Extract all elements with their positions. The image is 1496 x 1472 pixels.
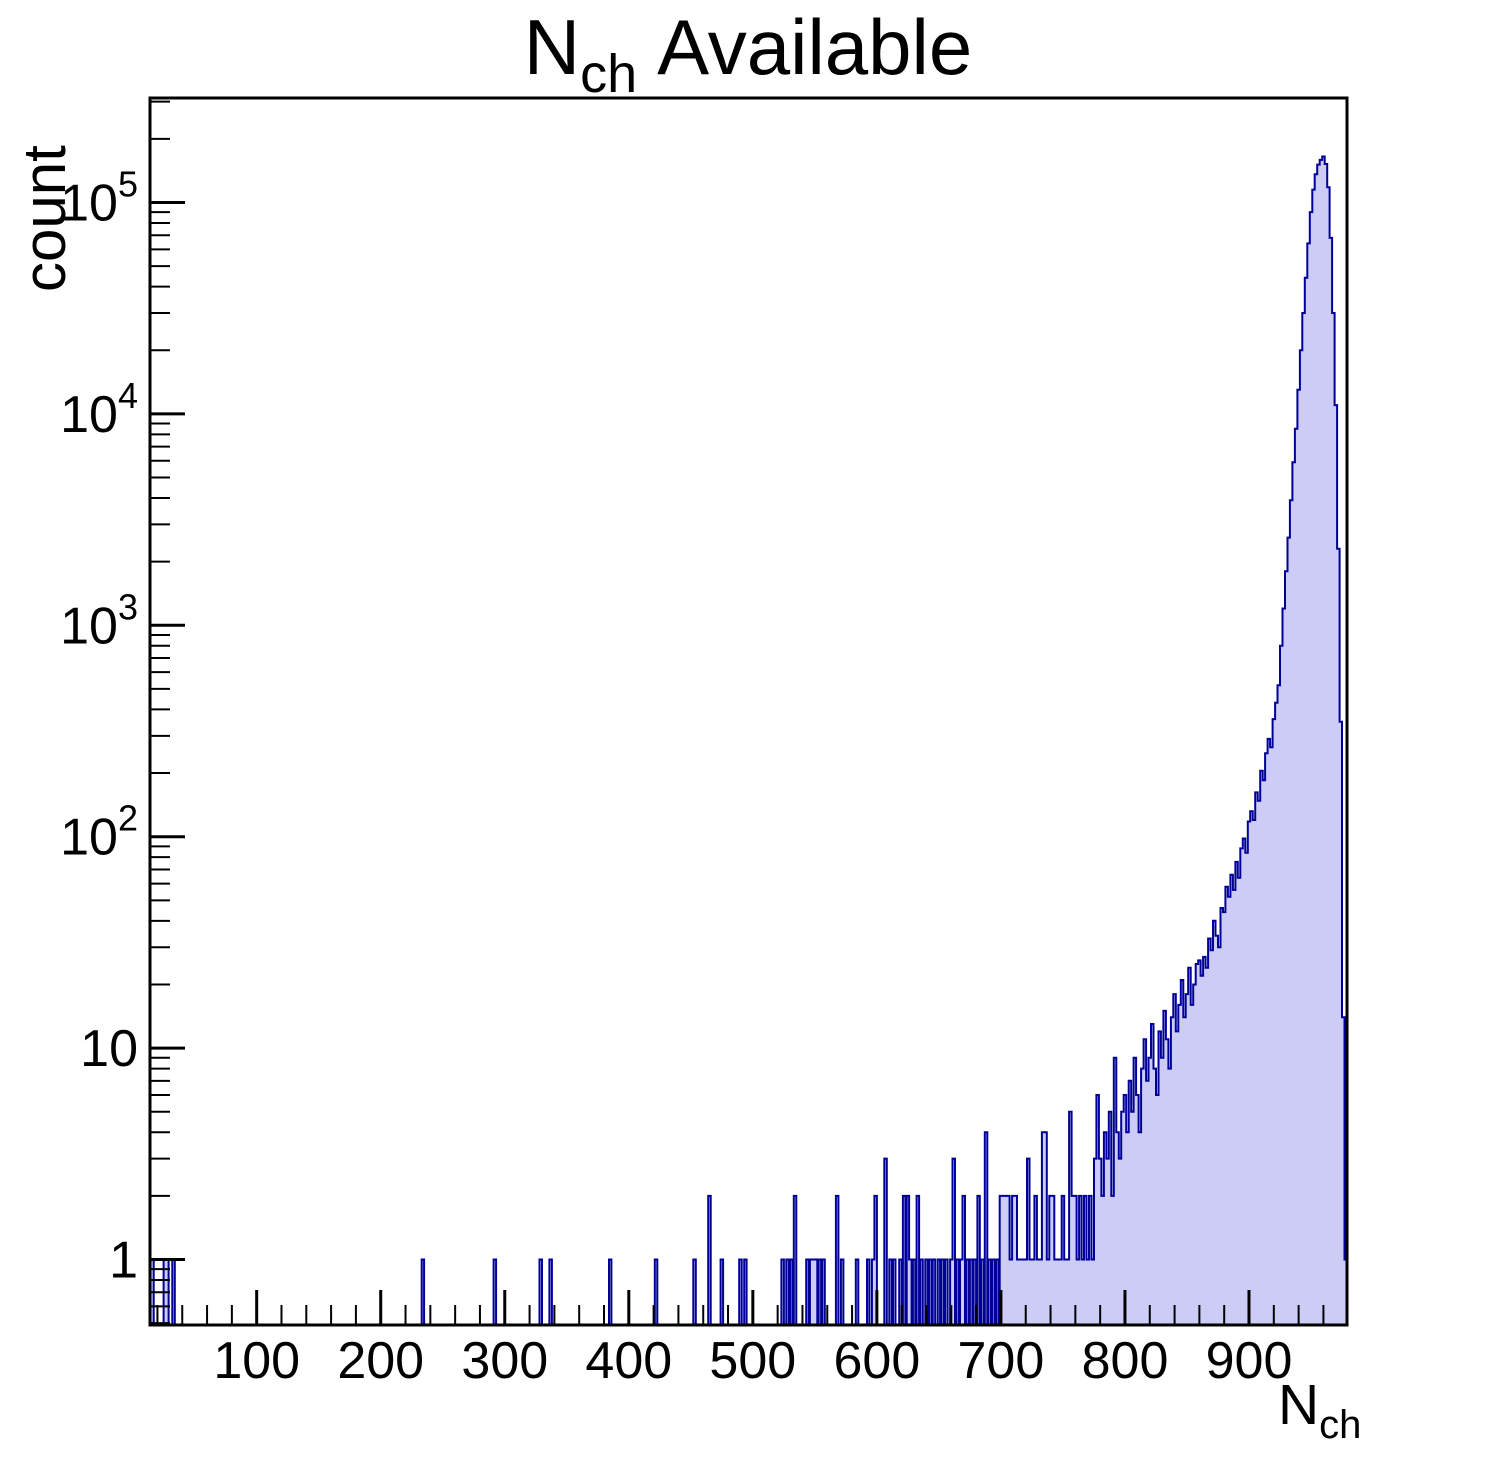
y-axis-title: count xyxy=(11,145,78,292)
x-tick-label: 100 xyxy=(213,1332,300,1390)
x-tick-label: 500 xyxy=(709,1332,796,1390)
x-tick-label: 300 xyxy=(461,1332,548,1390)
y-tick-label: 104 xyxy=(60,375,138,444)
chart-title: Nch Available xyxy=(0,2,1496,105)
x-axis-title-main: N xyxy=(1278,1373,1320,1437)
plot-frame xyxy=(148,96,1349,1327)
y-tick-label: 105 xyxy=(60,164,138,233)
x-axis-title-subscript: ch xyxy=(1319,1403,1362,1447)
chart-title-rest: Available xyxy=(657,3,973,91)
x-tick-label: 400 xyxy=(585,1332,672,1390)
x-tick-label: 200 xyxy=(337,1332,424,1390)
y-tick-label: 102 xyxy=(60,798,138,867)
y-tick-label: 103 xyxy=(60,586,138,655)
chart-title-main: N xyxy=(523,3,581,91)
x-tick-label: 700 xyxy=(958,1332,1045,1390)
histogram-area xyxy=(149,155,1348,1326)
y-tick-label: 1 xyxy=(109,1232,138,1290)
x-tick-label: 800 xyxy=(1082,1332,1169,1390)
x-tick-label: 900 xyxy=(1206,1332,1293,1390)
y-tick-label: 10 xyxy=(80,1020,138,1078)
x-axis-title: Nch xyxy=(1278,1372,1361,1448)
x-tick-label: 600 xyxy=(834,1332,921,1390)
chart-title-subscript: ch xyxy=(580,44,638,104)
